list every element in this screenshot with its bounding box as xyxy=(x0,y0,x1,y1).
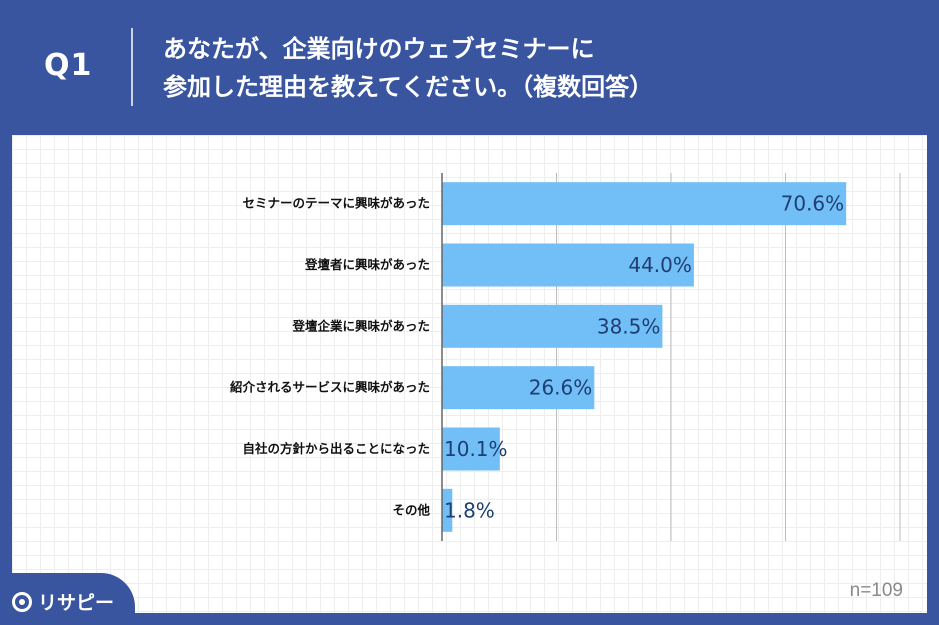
bar xyxy=(442,488,453,532)
logo: リサピー xyxy=(12,588,114,615)
value-label: 26.6% xyxy=(529,376,593,400)
bar-chart: セミナーのテーマに興味があった 70.6% 登壇者に興味があった 44.0% 登壇企業に… xyxy=(230,173,901,541)
question-title-line1: あなたが、企業向けのウェブセミナーに xyxy=(163,35,595,63)
category-label: 登壇者に興味があった xyxy=(304,257,430,272)
logo-badge: リサピー xyxy=(0,573,135,625)
logo-text: リサピー xyxy=(38,592,115,614)
value-label: 44.0% xyxy=(628,253,692,277)
bar xyxy=(442,243,694,287)
chart-panel: セミナーのテーマに興味があった 70.6% 登壇者に興味があった 44.0% 登壇企業に… xyxy=(12,135,927,613)
category-label: 自社の方針から出ることになった xyxy=(242,441,430,456)
question-title-line2: 参加した理由を教えてください。（複数回答） xyxy=(163,73,654,101)
category-label: セミナーのテーマに興味があった xyxy=(242,196,430,211)
bar xyxy=(442,366,595,410)
logo-icon xyxy=(12,591,32,612)
question-label: Q1 xyxy=(44,48,93,83)
category-label: その他 xyxy=(392,502,430,517)
category-label: 登壇企業に興味があった xyxy=(291,318,430,333)
value-label: 38.5% xyxy=(597,314,661,338)
value-label: 70.6% xyxy=(781,192,845,216)
bar xyxy=(442,304,663,348)
header: Q1 あなたが、企業向けのウェブセミナーに 参加した理由を教えてください。（複数… xyxy=(0,0,939,135)
sample-size-label: n=109 xyxy=(849,580,903,601)
bar xyxy=(442,427,500,471)
header-divider xyxy=(131,28,133,106)
value-label: 1.8% xyxy=(444,498,495,522)
category-label: 紹介されるサービスに興味があった xyxy=(230,380,430,395)
bar xyxy=(442,182,847,226)
question-title: あなたが、企業向けのウェブセミナーに 参加した理由を教えてください。（複数回答） xyxy=(163,30,923,106)
value-label: 10.1% xyxy=(444,437,508,461)
